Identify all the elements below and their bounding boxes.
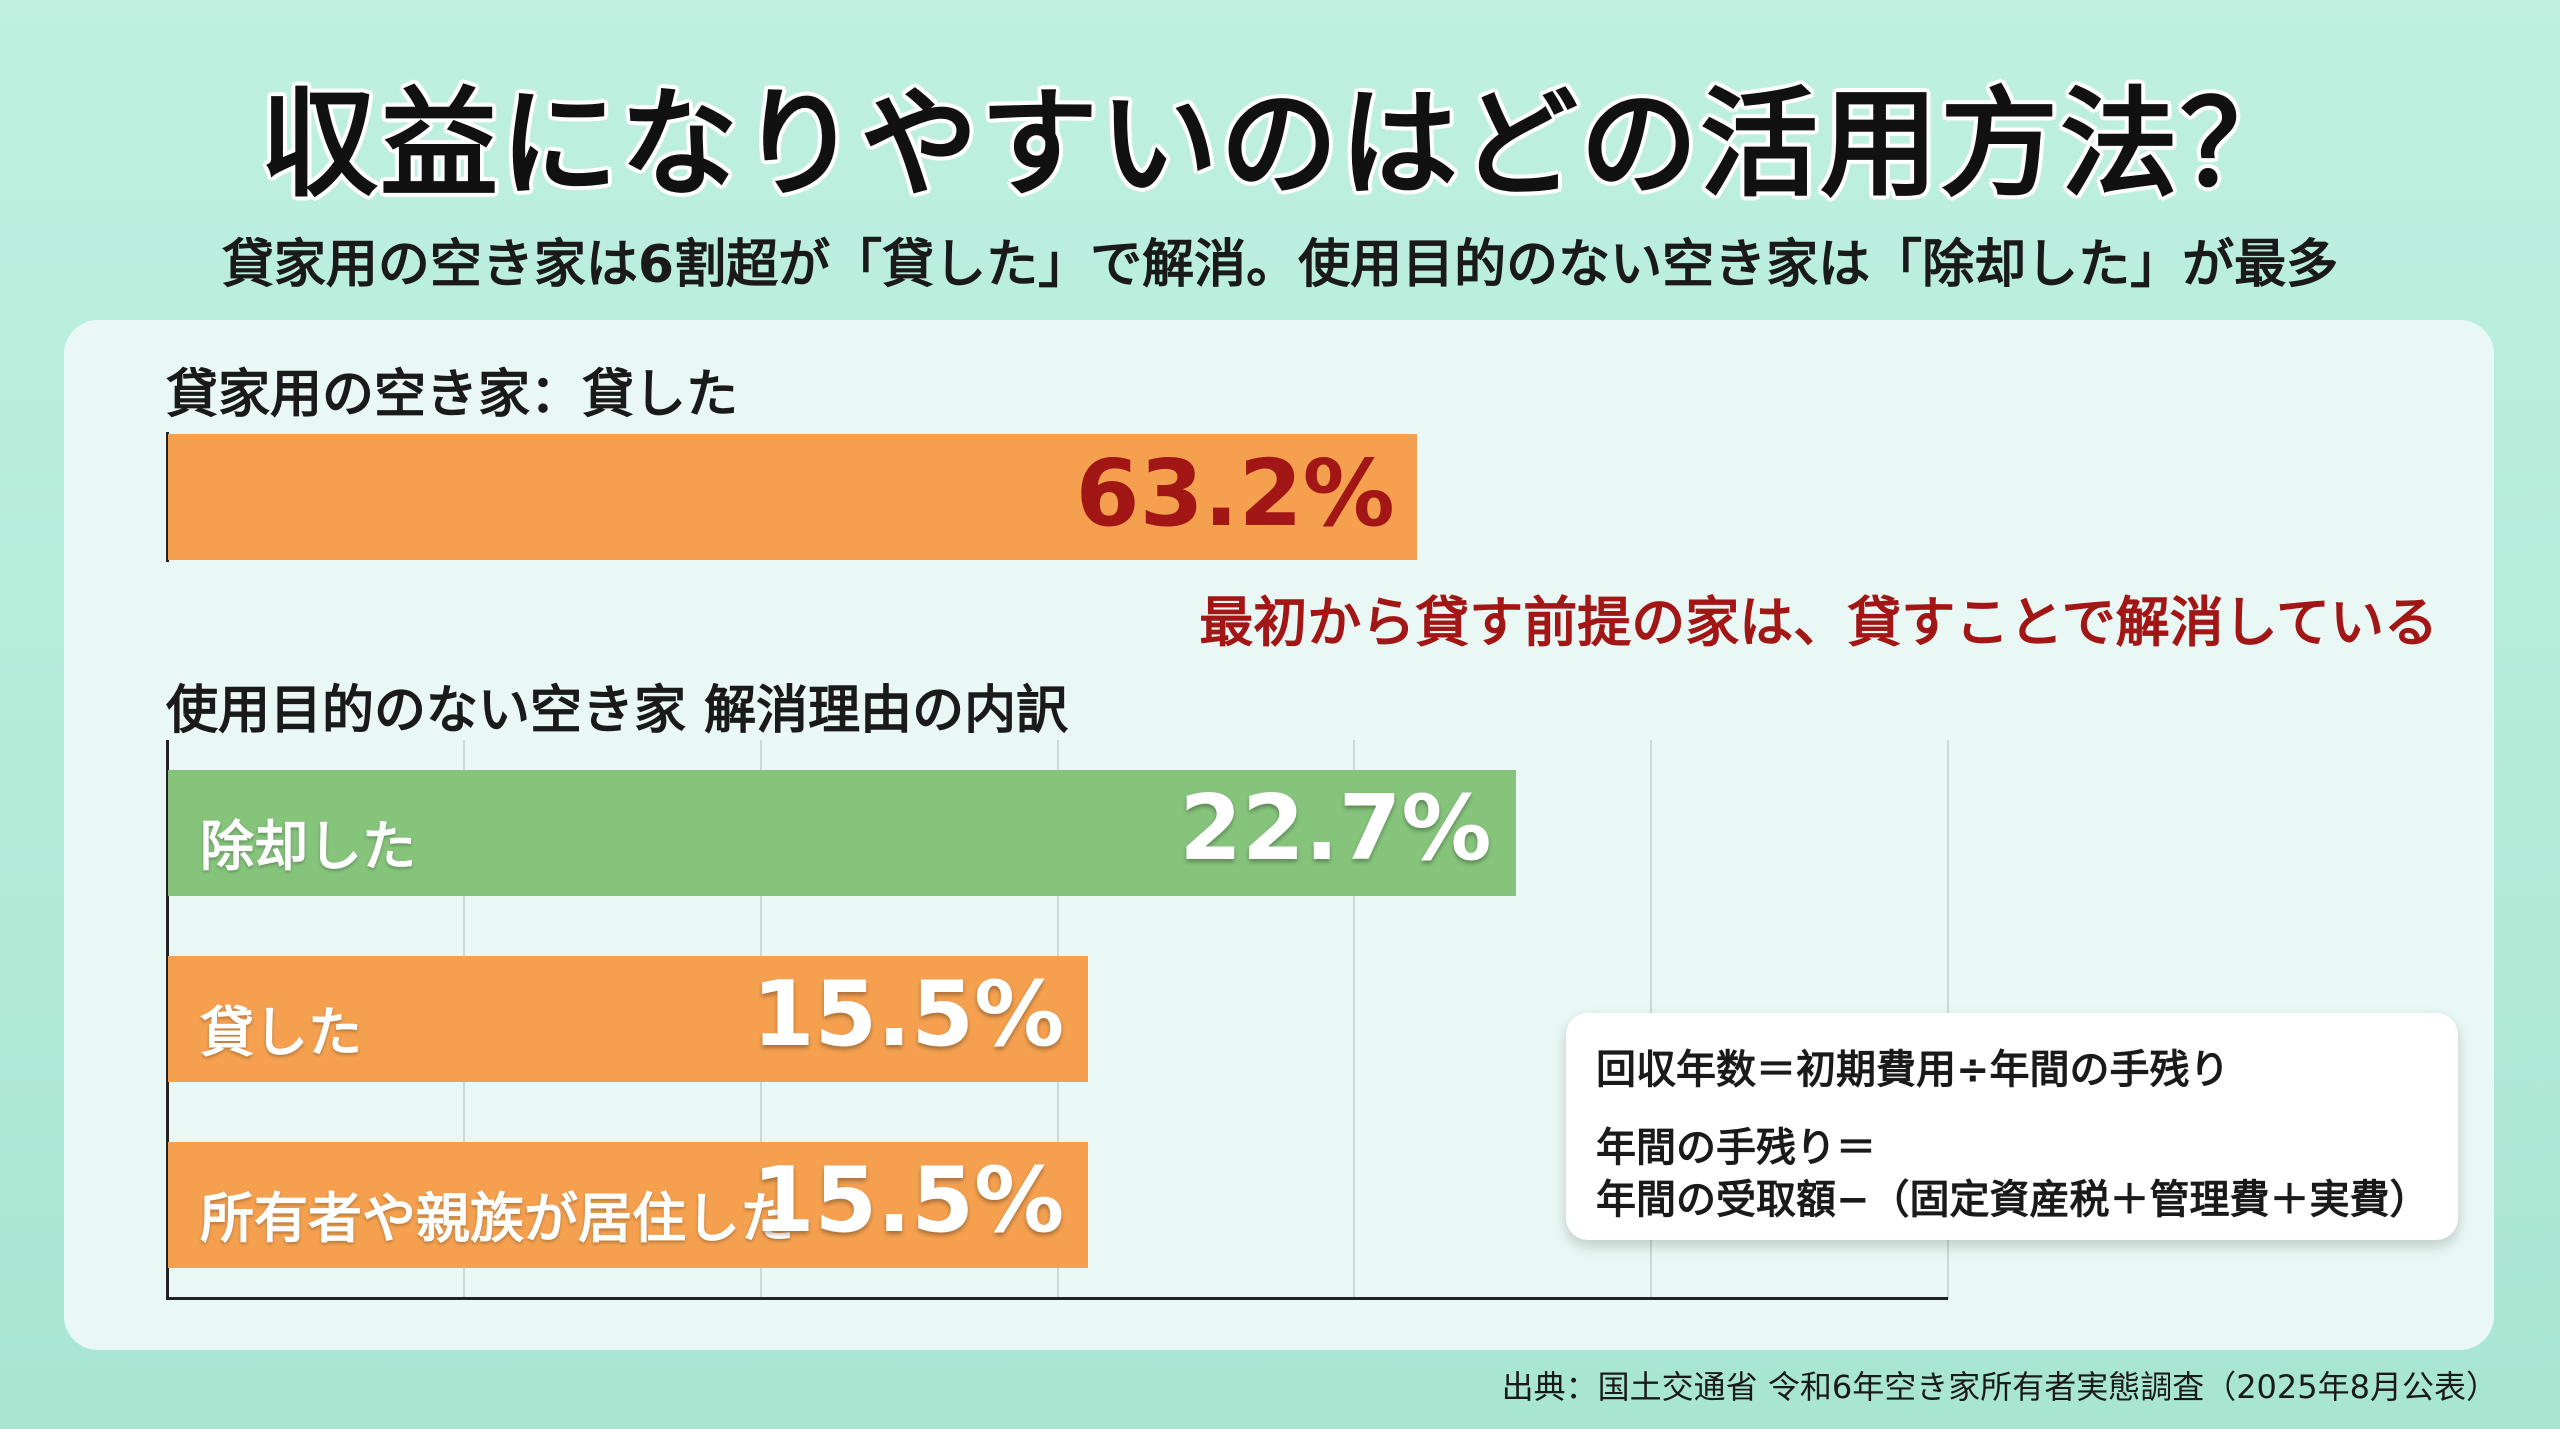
bar-demolished-label: 除却した bbox=[200, 815, 416, 878]
bar-demolished bbox=[168, 770, 1516, 896]
formula-net-label: 年間の手残り＝ bbox=[1596, 1125, 1876, 1171]
rental-chart-annotation: 最初から貸す前提の家は、貸すことで解消している bbox=[1199, 591, 2438, 654]
bar-owner-resided-value: 15.5% bbox=[751, 1148, 1065, 1253]
formula-net-detail: 年間の受取額−（固定資産税＋管理費＋実費） bbox=[1596, 1177, 2430, 1223]
rental-chart-heading: 貸家用の空き家：貸した bbox=[166, 365, 739, 425]
rental-chart-axis bbox=[166, 432, 169, 562]
bar-owner-resided bbox=[168, 1142, 1089, 1268]
grid-line bbox=[1353, 740, 1356, 1300]
bar-lent bbox=[168, 956, 1089, 1082]
bar-rental-lent-value: 63.2% bbox=[1075, 440, 1395, 547]
x-axis-line bbox=[166, 1297, 1948, 1300]
formula-box: 回収年数＝初期費用÷年間の手残り 年間の手残り＝ 年間の受取額−（固定資産税＋管… bbox=[1566, 1013, 2458, 1240]
y-axis-line bbox=[166, 740, 169, 1300]
bar-demolished-value: 22.7% bbox=[1179, 776, 1492, 881]
source-note: 出典：国土交通省 令和6年空き家所有者実態調査（2025年8月公表） bbox=[1501, 1368, 2498, 1406]
bar-lent-label: 貸した bbox=[200, 1001, 362, 1064]
page-subtitle: 貸家用の空き家は6割超が「貸した」で解消。使用目的のない空き家は「除却した」が最… bbox=[221, 235, 2339, 295]
page-title: 収益になりやすいのはどの活用方法？ bbox=[259, 75, 2300, 213]
formula-payback: 回収年数＝初期費用÷年間の手残り bbox=[1596, 1047, 2230, 1093]
bar-lent-value: 15.5% bbox=[751, 962, 1065, 1067]
unused-chart-heading: 使用目的のない空き家 解消理由の内訳 bbox=[166, 681, 1069, 741]
bar-owner-resided-label: 所有者や親族が居住した bbox=[200, 1187, 794, 1250]
bar-rental-lent bbox=[168, 434, 1417, 560]
